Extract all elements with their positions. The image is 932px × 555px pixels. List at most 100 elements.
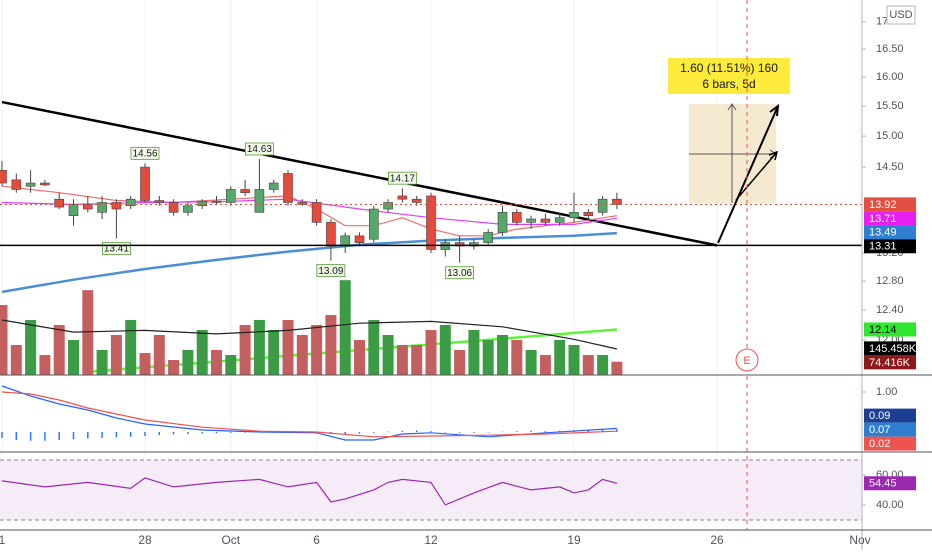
volume-bar [39, 355, 51, 375]
rsi-band [0, 459, 862, 520]
extreme-label: 14.17 [390, 173, 415, 184]
volume-bar [582, 355, 594, 375]
earnings-icon[interactable] [735, 348, 759, 372]
candle-body [426, 195, 436, 250]
histogram-bar [444, 432, 447, 433]
volume-bar [153, 335, 165, 375]
extreme-label-box [445, 266, 474, 280]
axis-label: 145.458K [869, 343, 917, 355]
histogram-bar [473, 432, 475, 433]
histogram-bar [201, 432, 203, 434]
indicator-line [1, 231, 617, 294]
volume-bar [0, 305, 8, 375]
axis: 128Oct6121926Nov17.0016.5016.0015.5015.0… [0, 16, 917, 547]
volume-bar [382, 335, 394, 375]
candle-body [411, 198, 422, 203]
axis-label: 0.09 [869, 410, 890, 422]
axis-label-box [864, 436, 916, 451]
volume-bar [311, 325, 323, 375]
rsi-panel [0, 455, 862, 530]
y-tick-label: 40.00 [876, 499, 904, 511]
axis-label-box [864, 408, 916, 423]
volume-bar [354, 340, 366, 375]
candle-body [226, 189, 236, 203]
histogram-bar [187, 432, 189, 434]
candle-body [311, 202, 322, 223]
earnings-label: E [743, 355, 750, 367]
histogram-bar [530, 430, 532, 432]
extreme-label-box [388, 171, 417, 185]
volume-bar [296, 335, 308, 375]
axis-label-box [864, 476, 916, 491]
candle-body [483, 232, 493, 243]
axis-label: 12.14 [869, 324, 897, 336]
volume-bar [368, 320, 380, 375]
histogram-bar [458, 432, 461, 433]
currency-box[interactable] [886, 5, 916, 25]
volume-bar [468, 330, 480, 375]
histogram-bar [244, 432, 246, 433]
histogram-bar [87, 432, 89, 439]
extreme-label-box [130, 146, 160, 160]
measure-subtext: 6 bars, 5d [702, 77, 755, 91]
candle-body [397, 195, 408, 200]
candle-body [569, 212, 579, 218]
candle-body [497, 212, 508, 233]
histogram-bar [144, 432, 146, 436]
indicator-line [1, 198, 617, 225]
axis-label: 13.49 [869, 227, 897, 239]
axis-label: 74.416K [869, 357, 911, 369]
y-tick-label: 1.00 [876, 386, 897, 398]
candle-body [297, 202, 308, 205]
candle-body [354, 235, 365, 243]
histogram-bar [544, 431, 547, 432]
y-tick-label: 16.00 [876, 71, 904, 83]
axis-label-box [864, 211, 916, 226]
axis-label: 13.71 [869, 213, 897, 225]
volume-bar [139, 353, 151, 375]
volume-bar [125, 320, 137, 375]
histogram-bar [487, 432, 489, 433]
volume-bar [182, 350, 194, 375]
candle-body [383, 202, 393, 210]
volume-bar [68, 340, 80, 375]
candle-body [197, 200, 208, 207]
histogram-bar [230, 432, 232, 433]
histogram-bar [15, 432, 18, 440]
axis-label-box [864, 239, 916, 254]
measure-label-box [668, 58, 790, 94]
volume-bar [225, 355, 237, 375]
grid [1, 0, 861, 530]
x-tick-label: 6 [313, 533, 320, 547]
x-tick-label: 1 [0, 533, 6, 547]
candle-body [554, 217, 565, 223]
histogram-bar [401, 430, 404, 432]
candle-body [340, 235, 351, 247]
volume-bar [82, 290, 94, 375]
candle-body [597, 198, 608, 213]
volume-bar [482, 340, 494, 375]
volume-bar [525, 350, 537, 375]
x-tick-label: 28 [138, 533, 152, 547]
extreme-label: 14.63 [247, 144, 272, 155]
y-tick-label: 15.50 [876, 100, 904, 112]
candle-body [283, 173, 293, 203]
extreme-label-box [316, 264, 346, 278]
indicator-line [1, 477, 618, 506]
candle-body [268, 182, 279, 190]
candle-body [612, 198, 622, 205]
axis-label-box [864, 197, 916, 212]
histogram-bar [430, 431, 432, 432]
currency: USD [889, 9, 912, 21]
histogram-bar [215, 432, 218, 434]
candle-body [140, 166, 150, 201]
y-tick-label: 14.50 [876, 161, 904, 173]
candle-body [154, 200, 165, 203]
volume-bar [597, 355, 609, 375]
volume-bar [496, 335, 508, 375]
histogram-bar [172, 432, 175, 435]
x-tick-label: Nov [849, 533, 870, 547]
volume-bar [253, 320, 265, 375]
volume-bar [339, 280, 351, 375]
